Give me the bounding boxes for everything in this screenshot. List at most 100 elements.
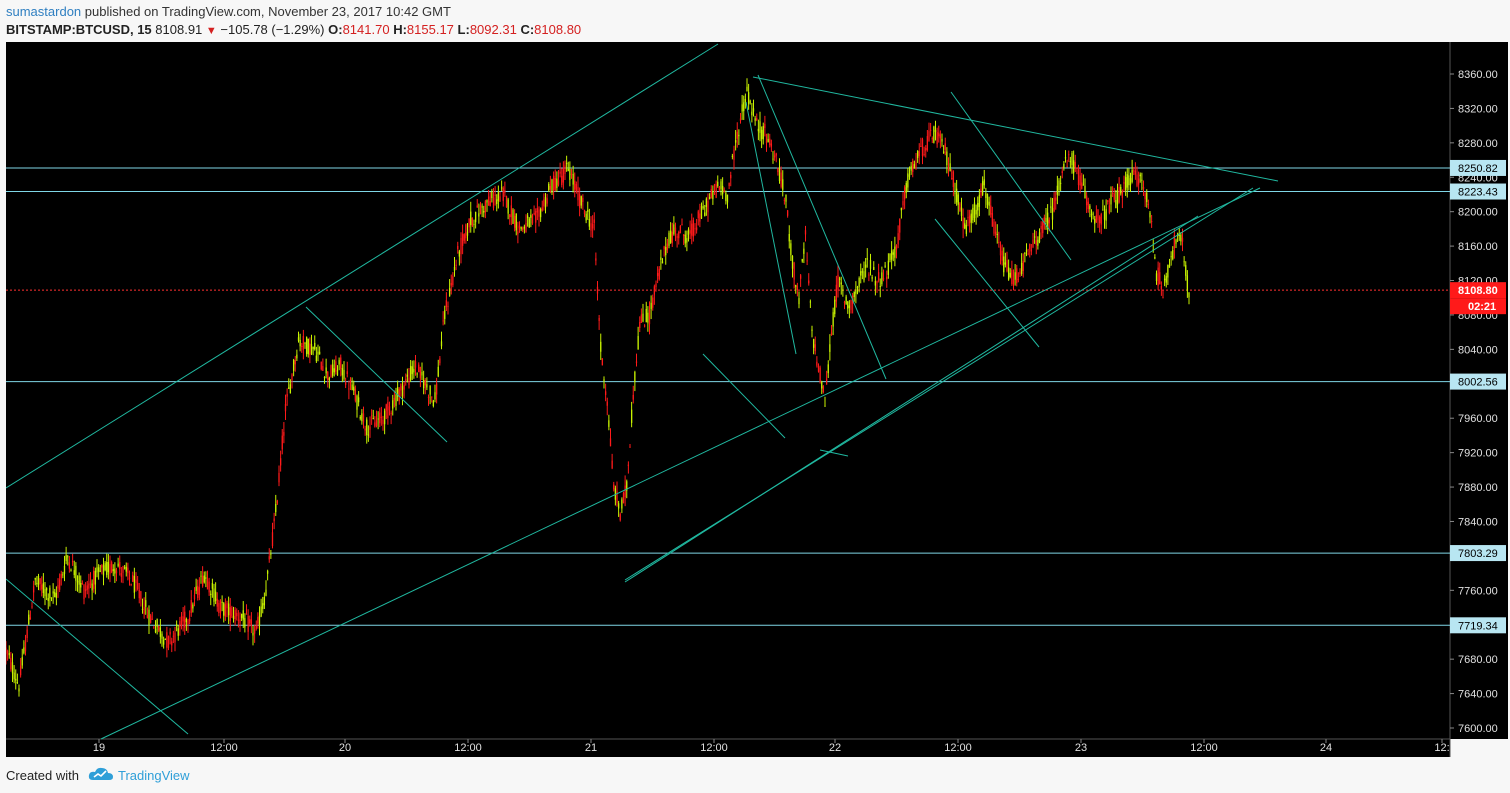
candle-body (135, 579, 137, 584)
candle-body (895, 245, 898, 250)
candle-body (1126, 174, 1128, 188)
candle-body (63, 565, 66, 574)
candle-body (73, 570, 75, 575)
high-label: H: (393, 22, 407, 37)
footer: Created with TradingView (0, 757, 1510, 793)
candle-body (1170, 256, 1172, 258)
candle-body (517, 231, 519, 235)
close-value: 8108.80 (534, 22, 582, 37)
y-tick-label: 8320.00 (1458, 103, 1498, 115)
candle-body (1022, 260, 1024, 272)
candle-body (140, 591, 142, 600)
candle-body (1123, 182, 1125, 184)
candle-body (71, 561, 74, 563)
candle-body (642, 313, 644, 322)
candle-body (455, 264, 457, 266)
candle-body (959, 203, 961, 211)
chart-area[interactable]: 8360.00 8320.00 8280.00 8240.00 8200.00 8160.… (5, 42, 1508, 757)
candle-body (785, 194, 787, 202)
candle-body (918, 151, 920, 157)
candle-body (588, 219, 591, 227)
candle-body (177, 628, 179, 636)
candle-body (262, 603, 264, 609)
candle-body (964, 223, 966, 229)
candle-body (1139, 174, 1141, 177)
y-tick-label: 7920.00 (1458, 448, 1498, 460)
level-price-label-bg (1450, 545, 1506, 562)
candle-body (96, 567, 98, 573)
candle-body (107, 562, 110, 573)
candle-body (341, 368, 344, 376)
candle-body (720, 181, 722, 189)
candle-body (94, 570, 97, 585)
low-value: 8092.31 (469, 22, 517, 37)
candle-body (790, 243, 792, 256)
price-chart[interactable]: 8360.008320.008280.008240.008200.008160.… (5, 42, 1508, 757)
trendline (757, 74, 887, 380)
tradingview-link[interactable]: TradingView (118, 768, 190, 783)
candle-body (1068, 154, 1070, 156)
candle-body (946, 151, 948, 166)
candle-body (162, 639, 165, 645)
candle-body (1061, 171, 1063, 174)
candle-body (392, 400, 394, 409)
candle-body (182, 616, 184, 622)
candle-body (848, 305, 851, 308)
candle-body (541, 207, 543, 211)
trendline (624, 215, 1199, 583)
candle-body (829, 344, 831, 352)
candle-body (845, 296, 847, 305)
candle-body (821, 381, 823, 389)
candle-body (522, 227, 524, 230)
candle-body (494, 194, 496, 196)
candle-body (808, 280, 810, 284)
candle-body (567, 168, 569, 172)
candle-body (444, 310, 446, 319)
candle-body (944, 143, 946, 150)
candle-body (203, 575, 205, 583)
candle-body (479, 205, 482, 214)
candle-body (518, 225, 521, 229)
y-tick-label: 7840.00 (1458, 516, 1498, 528)
candle-body (660, 257, 662, 260)
candle-body (947, 167, 950, 171)
candle-body (1007, 267, 1010, 280)
candle-body (187, 620, 189, 625)
candle-body (1136, 174, 1138, 186)
candle-body (299, 339, 301, 347)
candle-body (1120, 186, 1122, 194)
candle-body (669, 230, 672, 243)
price-labels: 8250.82 8223.43 8002.56 7803.29 7719.34 8108.… (1450, 159, 1506, 634)
candle-body (993, 221, 995, 234)
candle-body (700, 206, 703, 219)
candle-body (1094, 218, 1096, 224)
candle-body (32, 586, 35, 593)
candle-body (387, 402, 389, 419)
countdown-label-bg (1450, 298, 1506, 315)
candle-body (975, 209, 977, 215)
candle-body (201, 575, 204, 587)
ohlc-line: BITSTAMP:BTCUSD, 15 8108.91 ▼ −105.78 (−… (6, 22, 581, 37)
candle-body (395, 394, 397, 406)
candle-body (799, 275, 802, 279)
x-tick-label: 22 (829, 742, 841, 754)
tradingview-cloud-icon[interactable] (88, 766, 114, 787)
x-tick-label: 12:00 (700, 742, 728, 754)
candle-body (237, 619, 240, 621)
countdown-label: 02:21 (1468, 301, 1496, 313)
candle-body (838, 278, 841, 280)
candle-body (902, 201, 904, 206)
candle-body (723, 190, 725, 192)
candle-body (1024, 252, 1026, 254)
time-axis[interactable] (6, 739, 1450, 757)
candle-body (146, 614, 149, 618)
candle-body (382, 419, 384, 425)
candle-body (309, 343, 311, 356)
candle-body (593, 219, 595, 224)
candle-body (461, 233, 464, 246)
candle-body (101, 564, 103, 568)
candle-body (223, 603, 225, 616)
candle-body (122, 566, 124, 573)
candle-body (1056, 185, 1059, 195)
author-link[interactable]: sumastardon (6, 4, 82, 19)
